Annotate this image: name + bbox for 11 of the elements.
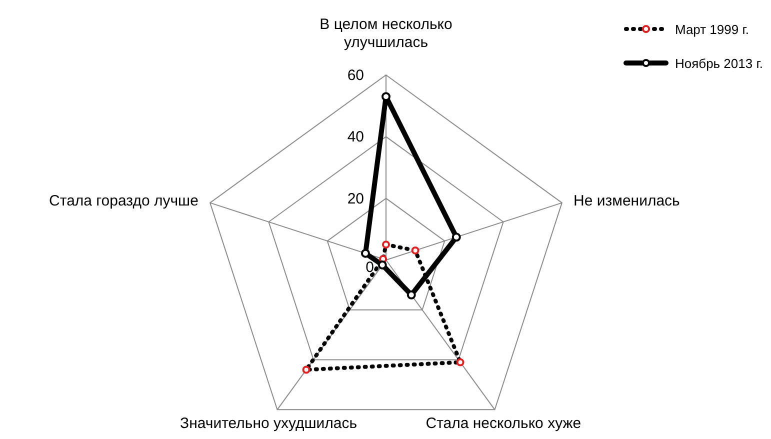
legend-label: Ноябрь 2013 г. bbox=[674, 56, 763, 70]
spoke-label: В целом несколько улучшилась bbox=[320, 16, 452, 51]
spoke-label: Значительно ухудшилась bbox=[180, 415, 358, 432]
y-tick-label: 40 bbox=[347, 128, 364, 146]
y-tick-label: 0 bbox=[366, 259, 374, 276]
spoke-label: Стала несколько хуже bbox=[426, 415, 582, 432]
y-tick-label: 20 bbox=[347, 190, 364, 208]
spoke-label: Не изменилась bbox=[574, 192, 680, 210]
spoke-label: Стала гораздо лучше bbox=[49, 192, 198, 210]
y-tick-label: 60 bbox=[347, 67, 364, 84]
legend-label: Март 1999 г. bbox=[674, 22, 749, 36]
